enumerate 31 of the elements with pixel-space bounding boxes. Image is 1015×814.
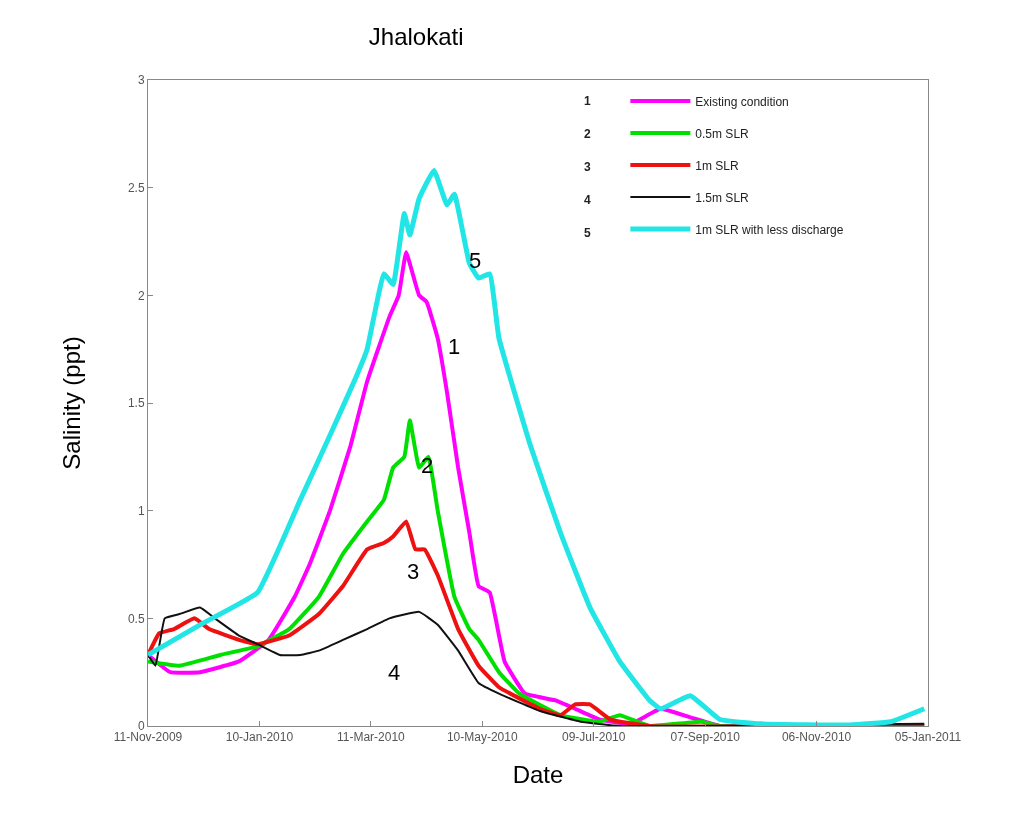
legend-label: 0.5m SLR: [695, 126, 750, 141]
y-tick-label: 2.5: [127, 180, 145, 195]
legend-label: 1m SLR: [695, 158, 740, 173]
x-tick-label: 10-May-2010: [446, 730, 518, 745]
annotation: 3: [407, 559, 420, 584]
annotation: 5: [584, 226, 591, 240]
legend-label: Existing condition: [695, 94, 789, 109]
annotation: 3: [584, 160, 591, 174]
y-axis-title: Salinity (ppt): [58, 336, 86, 470]
y-tick-label: 1.5: [127, 396, 145, 411]
y-tick-label: 2: [137, 288, 145, 303]
x-tick-label: 11-Mar-2010: [336, 730, 406, 745]
legend-label: 1.5m SLR: [695, 190, 750, 205]
x-tick-label: 05-Jan-2011: [894, 730, 962, 745]
x-tick-label: 10-Jan-2010: [225, 730, 294, 745]
legend-label: 1m SLR with less discharge: [695, 222, 844, 237]
annotation: 1: [448, 334, 461, 359]
x-tick-label: 06-Nov-2010: [781, 730, 852, 745]
y-tick-label: 3: [137, 73, 145, 88]
annotation: 2: [421, 453, 434, 478]
chart-title: Jhalokati: [368, 23, 464, 51]
annotation: 4: [388, 660, 401, 685]
annotation: 5: [469, 248, 482, 273]
annotation: 4: [584, 193, 591, 207]
annotation: 2: [584, 127, 591, 141]
x-axis-title: Date: [512, 760, 564, 788]
x-tick-label: 09-Jul-2010: [562, 730, 626, 745]
x-tick-label: 07-Sep-2010: [670, 730, 741, 745]
y-tick-label: 0.5: [127, 611, 145, 626]
y-tick-label: 1: [137, 503, 145, 518]
annotation: 1: [584, 94, 591, 108]
